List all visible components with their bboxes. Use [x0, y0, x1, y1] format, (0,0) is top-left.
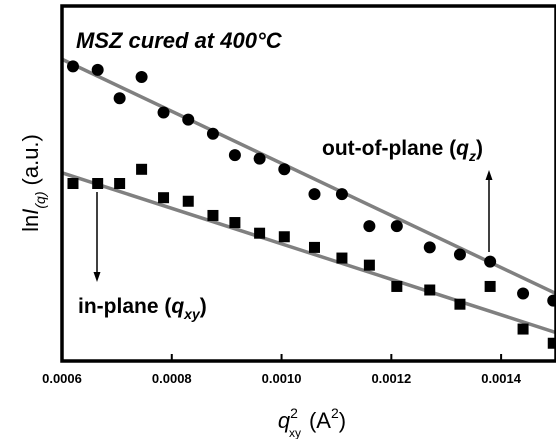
- point-out-of-plane: [228, 149, 241, 162]
- point-out-of-plane: [484, 255, 497, 268]
- y-axis-label-prefix: ln: [18, 215, 43, 232]
- y-axis-label: lnI(q) (a.u.): [18, 134, 48, 232]
- x-axis-ticks: 0.0006 0.0008 0.0010 0.0012 0.0014: [42, 354, 522, 386]
- point-in-plane: [363, 259, 375, 271]
- annotation-out-of-plane-sub: z: [468, 148, 476, 164]
- point-out-of-plane: [517, 287, 530, 300]
- annotation-in-plane-var: q: [171, 295, 184, 318]
- x-axis-label-units-close: ): [339, 408, 346, 433]
- arrow-in-plane: [93, 192, 101, 282]
- point-out-of-plane: [335, 188, 348, 201]
- point-in-plane: [92, 178, 104, 189]
- annotation-out-of-plane-var: q: [456, 137, 469, 160]
- point-in-plane: [308, 241, 320, 253]
- arrow-out-of-plane: [485, 170, 493, 252]
- point-out-of-plane: [423, 241, 436, 254]
- point-out-of-plane: [182, 113, 195, 126]
- point-in-plane: [136, 163, 148, 175]
- x-tick-label: 0.0006: [42, 371, 82, 386]
- point-out-of-plane: [453, 248, 466, 261]
- point-out-of-plane: [66, 60, 79, 73]
- point-in-plane: [229, 217, 241, 229]
- point-in-plane: [484, 280, 496, 292]
- x-axis-label-sub: xy: [289, 426, 301, 439]
- point-out-of-plane: [135, 71, 148, 83]
- point-in-plane: [114, 178, 126, 189]
- annotation-in-plane-sub: xy: [183, 306, 201, 322]
- data-points: [66, 60, 556, 349]
- x-axis-label-base: q: [278, 408, 291, 433]
- x-tick-label: 0.0010: [262, 371, 302, 386]
- point-in-plane: [424, 284, 436, 296]
- x-axis-label-units: (A: [309, 408, 331, 433]
- point-out-of-plane: [253, 152, 266, 165]
- x-tick-label: 0.0008: [152, 371, 192, 386]
- chart-title: MSZ cured at 400°C: [76, 28, 283, 53]
- point-out-of-plane: [390, 220, 403, 233]
- x-tick-label: 0.0014: [481, 371, 522, 386]
- annotation-out-of-plane-text: out-of-plane (: [322, 137, 456, 160]
- point-out-of-plane: [547, 294, 556, 307]
- point-out-of-plane: [308, 188, 321, 201]
- point-in-plane: [254, 227, 266, 239]
- point-in-plane: [547, 337, 556, 349]
- point-out-of-plane: [363, 220, 376, 233]
- point-in-plane: [278, 231, 290, 243]
- annotation-in-plane: in-plane (qxy): [78, 295, 207, 322]
- fit-line-out-of-plane: [61, 57, 556, 296]
- point-in-plane: [336, 252, 348, 264]
- annotation-out-of-plane-close: ): [476, 137, 483, 160]
- point-in-plane: [182, 195, 194, 207]
- point-out-of-plane: [206, 127, 219, 140]
- point-in-plane: [454, 298, 466, 310]
- x-axis-label: q2 xy (A2): [278, 405, 346, 439]
- annotation-out-of-plane: out-of-plane (qz): [322, 137, 483, 164]
- point-out-of-plane: [91, 63, 104, 76]
- point-out-of-plane: [278, 163, 291, 176]
- point-in-plane: [67, 178, 79, 189]
- point-in-plane: [158, 192, 170, 204]
- y-axis-label-sub: (q): [32, 191, 48, 208]
- point-out-of-plane: [157, 106, 170, 119]
- plot-frame: [60, 4, 556, 363]
- annotation-in-plane-text: in-plane (: [78, 295, 171, 318]
- y-axis-label-units: (a.u.): [18, 134, 43, 185]
- y-axis-label-var: I: [18, 209, 43, 215]
- point-in-plane: [391, 280, 403, 292]
- chart-title-main: MSZ cured at 400: [76, 28, 258, 53]
- x-axis-label-sup: 2: [290, 405, 298, 421]
- point-in-plane: [517, 323, 529, 335]
- chart-title-unit: °C: [257, 28, 283, 53]
- x-axis-label-units-sup: 2: [331, 405, 339, 421]
- annotation-in-plane-close: ): [200, 295, 207, 318]
- x-tick-label: 0.0012: [371, 371, 411, 386]
- point-in-plane: [207, 209, 219, 221]
- point-out-of-plane: [113, 92, 126, 105]
